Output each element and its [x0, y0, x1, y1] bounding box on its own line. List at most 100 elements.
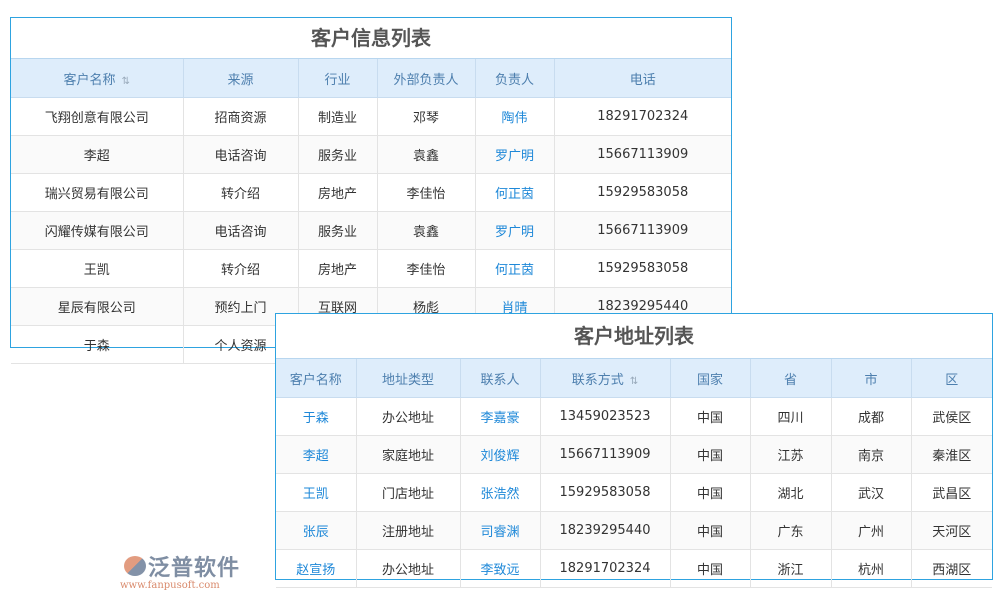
table-cell: 浙江	[750, 549, 832, 588]
fanpu-logo-icon	[124, 556, 146, 576]
table-cell: 南京	[831, 435, 912, 474]
cell-link[interactable]: 罗广明	[475, 211, 555, 250]
table-cell: 15929583058	[554, 249, 731, 288]
table-cell: 15667113909	[540, 435, 671, 474]
cell-link[interactable]: 赵宣扬	[276, 549, 357, 588]
table-cell: 办公地址	[356, 549, 461, 588]
table-cell: 秦淮区	[911, 435, 992, 474]
cell-link[interactable]: 刘俊辉	[460, 435, 541, 474]
column-header-label: 来源	[227, 72, 254, 88]
column-header[interactable]: 行业	[298, 59, 378, 98]
watermark-brand: 泛普软件	[148, 556, 241, 581]
cell-link[interactable]: 王凯	[276, 473, 357, 512]
table-cell: 注册地址	[356, 511, 461, 550]
table-row: 闪耀传媒有限公司 电话咨询 服务业 袁鑫 罗广明 15667113909	[11, 211, 731, 250]
column-header[interactable]: 客户名称 ⇅	[11, 59, 184, 98]
column-header-label: 省	[783, 372, 797, 388]
table-cell: 中国	[670, 435, 751, 474]
cell-link[interactable]: 于森	[276, 397, 357, 436]
column-header[interactable]: 国家	[670, 359, 751, 398]
table-cell: 袁鑫	[377, 211, 476, 250]
customer-info-panel: 客户信息列表 客户名称 ⇅ 来源 行业 外部负责人 负责人 电话飞翔创意有限公司 招商资源 制造…	[10, 17, 732, 364]
column-header-label: 联系人	[480, 372, 520, 388]
cell-link[interactable]: 李致远	[460, 549, 541, 588]
table-cell: 服务业	[298, 211, 378, 250]
table-cell: 15667113909	[554, 211, 731, 250]
table-cell: 杭州	[831, 549, 912, 588]
customer-address-table: 客户名称 地址类型 联系人 联系方式 ⇅ 国家省市区于森 办公地址 李嘉豪 1345902352…	[276, 359, 992, 588]
table-row: 王凯 转介绍 房地产 李佳怡 何正茵 15929583058	[11, 249, 731, 288]
table-cell: 飞翔创意有限公司	[11, 97, 184, 136]
column-header[interactable]: 客户名称	[276, 359, 357, 398]
table-cell: 转介绍	[183, 173, 299, 212]
column-header-label: 外部负责人	[393, 72, 459, 88]
column-header[interactable]: 市	[831, 359, 912, 398]
table-cell: 天河区	[911, 511, 992, 550]
table-cell: 中国	[670, 511, 751, 550]
column-header-label: 地址类型	[381, 372, 434, 388]
table-cell: 星辰有限公司	[11, 287, 184, 326]
table-cell: 服务业	[298, 135, 378, 174]
column-header-label: 国家	[696, 372, 723, 388]
column-header[interactable]: 外部负责人	[377, 59, 476, 98]
table-cell: 制造业	[298, 97, 378, 136]
column-header-label: 客户名称	[289, 372, 342, 388]
column-header[interactable]: 地址类型	[356, 359, 461, 398]
table-cell: 于森	[11, 325, 184, 364]
cell-link[interactable]: 李嘉豪	[460, 397, 541, 436]
column-header[interactable]: 电话	[554, 59, 731, 98]
table-cell: 招商资源	[183, 97, 299, 136]
table-cell: 房地产	[298, 249, 378, 288]
column-header[interactable]: 来源	[183, 59, 299, 98]
table-cell: 江苏	[750, 435, 832, 474]
table-cell: 李佳怡	[377, 173, 476, 212]
table-cell: 李超	[11, 135, 184, 174]
table-cell: 15929583058	[540, 473, 671, 512]
cell-link[interactable]: 张浩然	[460, 473, 541, 512]
table-cell: 办公地址	[356, 397, 461, 436]
table-cell: 武昌区	[911, 473, 992, 512]
table-cell: 18239295440	[540, 511, 671, 550]
table-cell: 15929583058	[554, 173, 731, 212]
column-header[interactable]: 负责人	[475, 59, 555, 98]
table-cell: 房地产	[298, 173, 378, 212]
cell-link[interactable]: 何正茵	[475, 173, 555, 212]
table-row: 王凯 门店地址 张浩然 15929583058 中国 湖北 武汉 武昌区	[276, 473, 992, 512]
column-header-label: 区	[945, 372, 959, 388]
customer-info-title: 客户信息列表	[11, 18, 731, 59]
table-row: 张辰 注册地址 司睿渊 18239295440 中国 广东 广州 天河区	[276, 511, 992, 550]
table-row: 赵宣扬 办公地址 李致远 18291702324 中国 浙江 杭州 西湖区	[276, 549, 992, 588]
cell-link[interactable]: 张辰	[276, 511, 357, 550]
table-cell: 中国	[670, 473, 751, 512]
sort-icon[interactable]: ⇅	[629, 375, 639, 387]
sort-icon[interactable]: ⇅	[121, 75, 130, 87]
table-cell: 李佳怡	[377, 249, 476, 288]
table-cell: 湖北	[750, 473, 832, 512]
column-header-label: 行业	[324, 72, 351, 88]
table-cell: 13459023523	[540, 397, 671, 436]
cell-link[interactable]: 李超	[276, 435, 357, 474]
table-cell: 瑞兴贸易有限公司	[11, 173, 184, 212]
table-cell: 广州	[831, 511, 912, 550]
cell-link[interactable]: 罗广明	[475, 135, 555, 174]
cell-link[interactable]: 何正茵	[475, 249, 555, 288]
table-cell: 武侯区	[911, 397, 992, 436]
column-header[interactable]: 联系方式 ⇅	[540, 359, 671, 398]
table-row: 李超 家庭地址 刘俊辉 15667113909 中国 江苏 南京 秦淮区	[276, 435, 992, 474]
table-row: 于森 办公地址 李嘉豪 13459023523 中国 四川 成都 武侯区	[276, 397, 992, 436]
customer-address-panel: 客户地址列表 客户名称 地址类型 联系人 联系方式 ⇅ 国家省市区于森 办公地址 李嘉豪 134…	[275, 313, 993, 588]
table-cell: 西湖区	[911, 549, 992, 588]
column-header[interactable]: 省	[750, 359, 832, 398]
table-cell: 中国	[670, 397, 751, 436]
table-cell: 18291702324	[554, 97, 731, 136]
table-cell: 袁鑫	[377, 135, 476, 174]
cell-link[interactable]: 司睿渊	[460, 511, 541, 550]
table-cell: 转介绍	[183, 249, 299, 288]
column-header[interactable]: 联系人	[460, 359, 541, 398]
column-header[interactable]: 区	[911, 359, 992, 398]
watermark-url: www.fanpusoft.com	[120, 580, 220, 591]
table-cell: 王凯	[11, 249, 184, 288]
cell-link[interactable]: 陶伟	[475, 97, 555, 136]
column-header-label: 联系方式	[571, 372, 624, 388]
table-cell: 武汉	[831, 473, 912, 512]
